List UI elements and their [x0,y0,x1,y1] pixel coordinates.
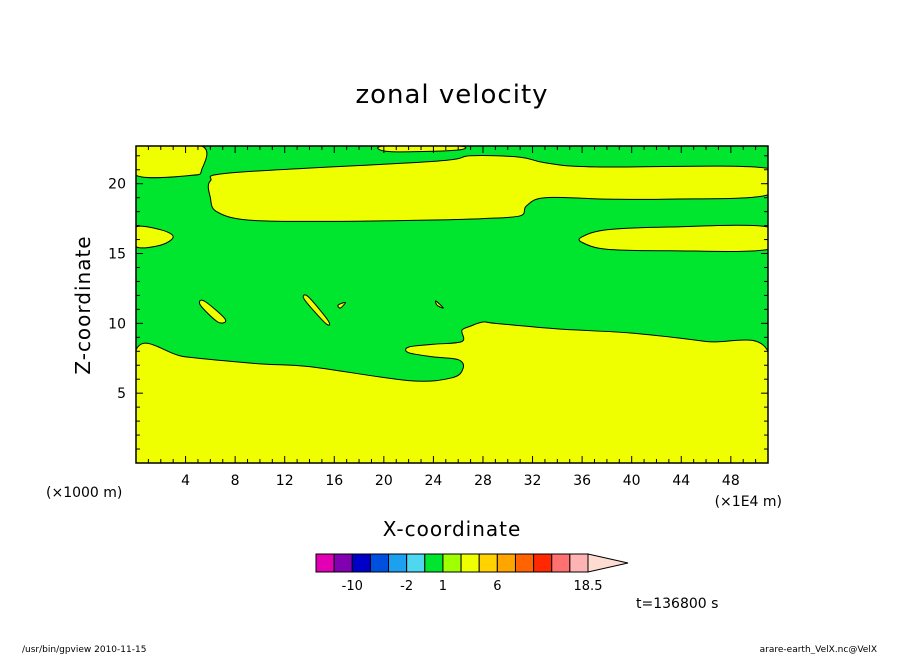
colorbar-box [424,553,444,573]
contour-region-7 [302,294,331,326]
colorbar-box [496,553,516,573]
colorbar: -10 -2 1 6 18.5 [315,553,629,594]
x-tick-label: 24 [424,473,442,489]
colorbar-label: 18.5 [574,579,603,594]
colorbar-box [569,553,589,573]
contour-region-5 [136,225,174,249]
colorbar-box [388,553,408,573]
footer-right: arare-earth_VelX.nc@VelX [760,645,877,654]
x-tick-label: 28 [474,473,492,489]
y-tick-label: 10 [108,316,126,332]
colorbar-box [514,553,535,573]
x-axis-label: X-coordinate [383,517,522,541]
colorbar-box [478,553,498,573]
colorbar-box [551,553,571,573]
colorbar-label: -10 [342,579,363,594]
x-tick-label: 32 [524,473,542,489]
x-tick-label: 16 [325,473,343,489]
contour-region-2 [136,146,208,179]
x-tick-label: 20 [375,473,393,489]
colorbar-box [442,553,462,573]
contour-regions [136,146,768,463]
y-tick-label: 5 [117,386,126,402]
x-tick-label: 12 [276,473,294,489]
x-axis-ticks: 4 8 12 16 20 24 28 32 36 40 44 48 [147,146,757,489]
x-tick-label: 44 [672,473,690,489]
x-tick-label: 4 [181,473,190,489]
colorbar-box [533,553,553,573]
contour-region-3 [377,146,467,153]
colorbar-box [369,553,390,573]
chart-title: zonal velocity [355,80,548,110]
colorbar-box [406,553,426,573]
contour-region-4 [578,224,768,253]
time-label: t=136800 s [636,596,718,612]
contour-region-6 [198,299,227,324]
x-tick-label: 48 [722,473,740,489]
y-axis-label: Z-coordinate [71,235,95,374]
x-tick-label: 36 [573,473,591,489]
colorbar-label: 1 [439,579,447,594]
colorbar-label: 6 [493,579,501,594]
colorbar-box [460,553,480,573]
colorbar-box [351,553,371,573]
x-axis-units: (×1E4 m) [715,494,782,510]
y-axis-units: (×1000 m) [46,485,122,501]
plot-frame [135,145,769,464]
footer-left: /usr/bin/gpview 2010-11-15 [22,645,146,654]
colorbar-extension [587,553,629,573]
colorbar-box [315,553,335,573]
contour-region-8 [337,301,346,309]
contour-region-9 [434,300,444,309]
y-tick-label: 20 [108,177,126,193]
contour-region-0 [136,321,768,463]
colorbar-label: -2 [400,579,413,594]
y-tick-label: 15 [108,247,126,263]
y-axis-ticks: 5 10 15 20 [108,155,768,450]
contour-region-1 [207,155,768,222]
x-tick-label: 40 [623,473,641,489]
colorbar-box [333,553,353,573]
x-tick-label: 8 [231,473,240,489]
